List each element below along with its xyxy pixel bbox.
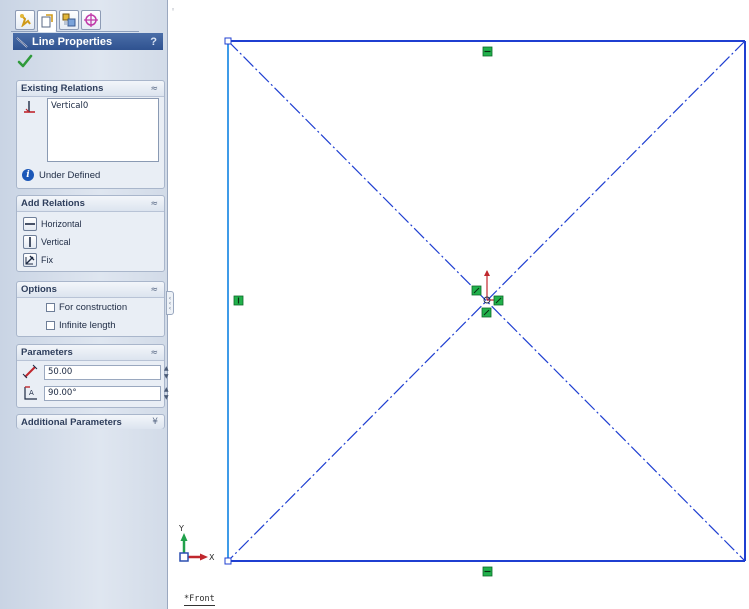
centerline-diagonal[interactable] [227, 40, 746, 562]
angle-dimension-icon: A [24, 386, 37, 400]
property-title: Line Properties [32, 35, 113, 48]
for-construction-checkbox[interactable] [46, 303, 55, 312]
centerline-diagonal[interactable] [227, 40, 746, 562]
triad-x-label: X [209, 553, 215, 562]
group-title: Add Relations [21, 198, 85, 209]
relation-label: Vertical [41, 237, 71, 247]
propertymanager-tab[interactable] [37, 9, 57, 32]
relations-list[interactable]: Vertical0 [47, 98, 159, 162]
vertical-relation-icon [23, 235, 37, 249]
coincident-relation-marker-icon[interactable] [493, 295, 504, 306]
relation-label: Horizontal [41, 219, 82, 229]
panel-corner-marker-icon: ◦ [171, 6, 176, 14]
sketch-endpoint[interactable] [224, 37, 232, 45]
length-parameter-row: 50.00 ▲ ▼ [21, 364, 172, 380]
vertical-relation-marker-icon[interactable] [233, 295, 244, 306]
expand-chevron-icon[interactable]: ¥ [152, 417, 158, 427]
angle-spinner[interactable]: ▲ ▼ [164, 385, 169, 401]
add-relations-header[interactable]: Add Relations ≈ [17, 196, 164, 212]
existing-relations-group: Existing Relations ≈ Vertical0 i Under D… [16, 80, 165, 189]
ok-checkmark-icon[interactable] [17, 54, 33, 68]
angle-input[interactable]: 90.00° [44, 385, 161, 401]
relation-symbol-icon [24, 101, 35, 113]
reference-triad-icon: Y X [178, 524, 215, 562]
horizontal-relation-icon [23, 217, 37, 231]
coincident-relation-marker-icon[interactable] [471, 285, 482, 296]
help-button[interactable]: ? [150, 35, 157, 48]
configurationmanager-tab[interactable] [59, 9, 79, 30]
group-title: Existing Relations [21, 83, 104, 94]
infinite-length-checkbox[interactable] [46, 321, 55, 330]
manager-tab-bar [11, 8, 139, 32]
collapse-chevron-icon[interactable]: ≈ [150, 83, 158, 94]
dimxpert-tab[interactable] [81, 9, 101, 30]
existing-relations-header[interactable]: Existing Relations ≈ [17, 81, 164, 97]
for-construction-option[interactable]: For construction [46, 302, 127, 313]
fix-relation-icon [23, 253, 37, 267]
horizontal-relation-marker-icon[interactable] [482, 566, 493, 577]
panel-collapse-handle[interactable]: ‹ ‹ ‹ [166, 291, 174, 315]
options-header[interactable]: Options ≈ [17, 282, 164, 298]
options-group: Options ≈ For construction Infinite leng… [16, 281, 165, 337]
collapse-chevron-icon[interactable]: ≈ [150, 198, 158, 209]
status-row: i Under Defined [22, 169, 100, 181]
property-manager-panel: Line Properties ? Existing Relations ≈ V… [0, 0, 169, 609]
group-title: Parameters [21, 347, 73, 358]
parameters-header[interactable]: Parameters ≈ [17, 345, 164, 361]
horizontal-relation-marker-icon[interactable] [482, 46, 493, 57]
group-title: Additional Parameters [21, 416, 122, 428]
length-dimension-icon [22, 364, 38, 379]
property-header: Line Properties ? [13, 33, 163, 50]
collapse-chevron-icon[interactable]: ≈ [150, 347, 158, 358]
triad-y-label: Y [178, 524, 184, 533]
dimxpert-crosshair-icon [84, 12, 98, 27]
propertymanager-icon [41, 13, 53, 27]
svg-text:A: A [29, 389, 34, 397]
fix-relation-button[interactable]: Fix [23, 253, 53, 267]
coincident-relation-marker-icon[interactable] [481, 307, 492, 318]
checkbox-label: For construction [59, 302, 128, 313]
additional-parameters-header[interactable]: Additional Parameters ¥ [17, 415, 164, 429]
checkbox-label: Infinite length [59, 320, 116, 331]
list-item[interactable]: Vertical0 [51, 101, 89, 111]
group-title: Options [21, 284, 57, 295]
graphics-area[interactable]: Y X [174, 0, 749, 609]
length-spinner[interactable]: ▲ ▼ [164, 364, 169, 380]
line-tool-icon [16, 36, 28, 48]
collapse-chevron-icon[interactable]: ≈ [150, 284, 158, 295]
featuremanager-tab[interactable] [15, 9, 35, 30]
length-input[interactable]: 50.00 [44, 364, 161, 380]
additional-parameters-group: Additional Parameters ¥ [16, 414, 165, 429]
status-text: Under Defined [39, 169, 101, 181]
relation-label: Fix [41, 255, 53, 265]
vertical-relation-button[interactable]: Vertical [23, 235, 71, 249]
angle-parameter-row: A 90.00° ▲ ▼ [21, 385, 172, 401]
info-icon: i [22, 169, 34, 181]
horizontal-relation-button[interactable]: Horizontal [23, 217, 82, 231]
view-orientation-label: *Front [184, 594, 215, 606]
configuration-manager-icon [62, 13, 76, 26]
sketch-canvas[interactable]: Y X [174, 0, 749, 609]
sketch-endpoint[interactable] [224, 557, 232, 565]
featuremanager-tree-icon [20, 13, 31, 27]
add-relations-group: Add Relations ≈ Horizontal Vertical Fix [16, 195, 165, 272]
infinite-length-option[interactable]: Infinite length [46, 320, 116, 331]
parameters-group: Parameters ≈ 50.00 ▲ ▼ A 90.00° ▲ ▼ [16, 344, 169, 408]
